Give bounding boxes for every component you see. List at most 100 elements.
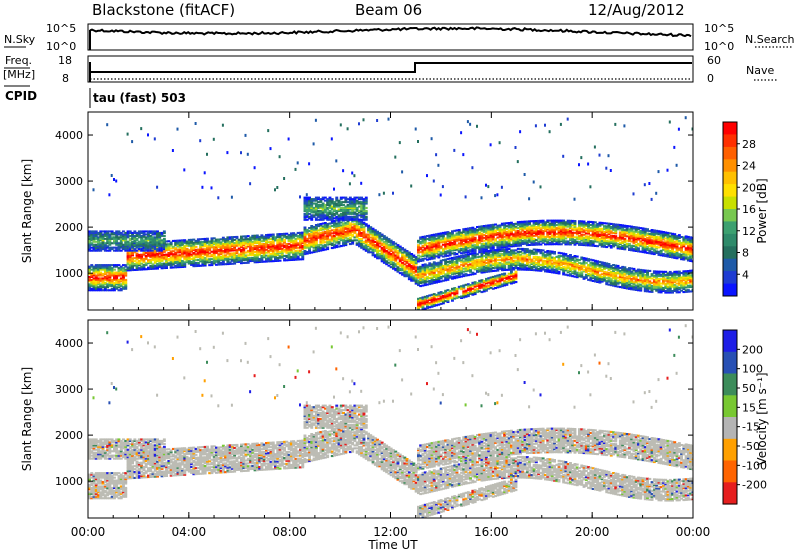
power-cell: [169, 260, 173, 263]
power-cell: [460, 249, 463, 252]
power-cell: [253, 248, 257, 251]
power-cell: [523, 268, 527, 271]
power-cell: [312, 211, 316, 214]
power-cell: [144, 233, 148, 236]
power-cell: [312, 209, 316, 212]
power-cell: [376, 257, 379, 260]
power-cell: [133, 257, 137, 260]
power-cell: [126, 267, 130, 270]
power-cell: [455, 248, 459, 251]
power-cell: [523, 264, 527, 267]
power-cell: [510, 264, 513, 267]
power-cell: [156, 248, 159, 251]
power-cell: [473, 229, 477, 232]
power-cell: [233, 247, 237, 250]
power-cell: [122, 270, 125, 273]
power-cell: [224, 238, 227, 241]
power-cell: [301, 247, 305, 250]
power-cell: [528, 258, 531, 261]
power-cell: [242, 256, 246, 259]
power-cell: [423, 251, 427, 254]
power-cell: [174, 258, 178, 261]
power-cell: [478, 255, 482, 258]
power-cell: [151, 253, 155, 256]
power-cell: [351, 239, 355, 242]
power-cell: [498, 225, 502, 228]
power-cell: [351, 227, 355, 230]
power-cell: [176, 260, 180, 263]
power-cell: [371, 248, 375, 251]
power-cell: [113, 273, 116, 276]
power-cell: [500, 248, 504, 251]
power-cell: [464, 268, 468, 271]
power-cell: [171, 247, 175, 250]
power-cell: [237, 254, 241, 257]
power-cell: [326, 211, 330, 214]
power-cell: [448, 243, 452, 246]
power-cell: [101, 273, 105, 276]
power-cell: [462, 235, 466, 238]
power-cell: [110, 174, 113, 177]
power-cell: [151, 237, 155, 240]
power-cell: [117, 248, 121, 251]
power-cell: [537, 231, 541, 234]
power-cell: [339, 225, 343, 228]
power-cell: [90, 280, 94, 283]
power-cell: [171, 250, 175, 253]
power-cell: [269, 233, 273, 236]
power-cell: [131, 269, 134, 272]
power-cell: [439, 268, 443, 271]
power-cell: [203, 258, 207, 261]
power-cell: [212, 240, 216, 243]
power-cell: [321, 204, 325, 207]
power-cell: [519, 243, 522, 246]
power-cell: [505, 232, 509, 235]
power-cell: [162, 248, 166, 251]
power-cell: [335, 244, 339, 247]
power-cell: [546, 234, 550, 237]
power-cell: [119, 270, 123, 273]
power-cell: [333, 236, 336, 239]
power-cell: [337, 205, 341, 208]
power-cell: [430, 245, 434, 248]
power-cell: [460, 271, 463, 274]
power-cell: [201, 261, 205, 264]
power-cell: [505, 274, 509, 277]
power-cell: [323, 224, 327, 227]
power-cell: [426, 306, 429, 309]
power-cell: [153, 246, 157, 249]
power-cell: [553, 226, 556, 229]
power-cell: [507, 239, 511, 242]
power-cell: [476, 233, 479, 236]
power-cell: [421, 237, 425, 240]
power-cell: [476, 245, 479, 248]
power-cell: [339, 239, 343, 242]
power-cell: [94, 270, 98, 273]
power-cell: [537, 269, 541, 272]
power-cell: [362, 211, 366, 214]
power-cell: [437, 297, 441, 300]
power-cell: [285, 235, 289, 238]
power-cell: [505, 258, 509, 261]
power-cell: [310, 232, 314, 235]
power-cell: [478, 261, 482, 264]
power-cell: [299, 253, 302, 256]
power-cell: [389, 244, 393, 247]
power-cell: [489, 246, 493, 249]
power-cell: [133, 242, 137, 245]
power-cell: [512, 264, 516, 267]
power-cell: [224, 254, 227, 257]
power-cell: [453, 237, 457, 240]
power-cell: [106, 271, 110, 274]
power-cell: [476, 267, 479, 270]
power-cell: [466, 246, 470, 249]
power-cell: [451, 298, 454, 301]
power-cell: [407, 276, 411, 279]
power-cell: [362, 227, 366, 230]
power-cell: [276, 242, 280, 245]
power-cell: [360, 201, 364, 204]
power-cell: [258, 240, 262, 243]
power-cell: [358, 239, 361, 242]
power-cell: [133, 248, 137, 251]
power-cell: [240, 259, 243, 262]
